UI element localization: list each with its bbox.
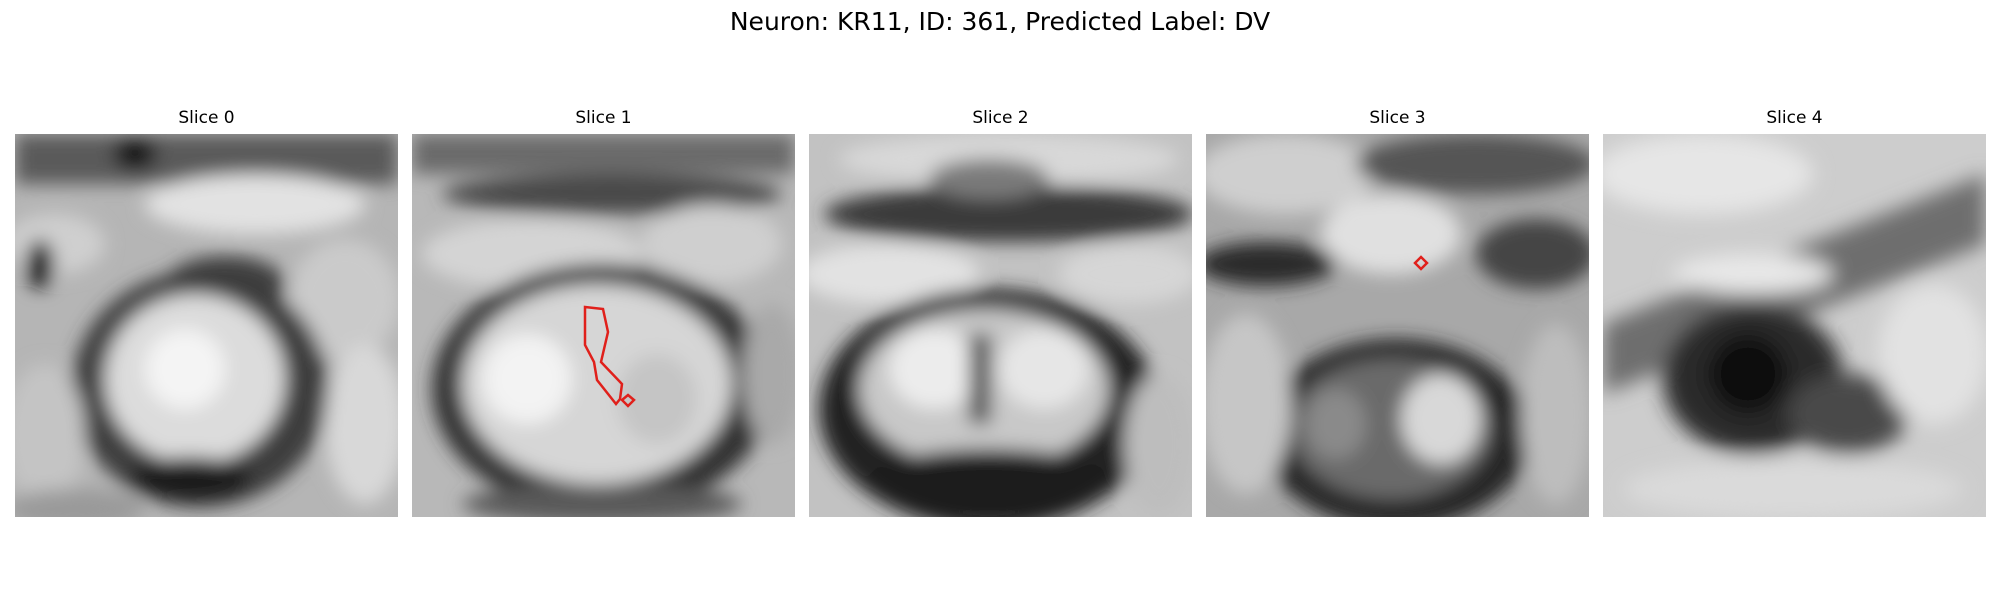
slice-0-panel: Slice 0 [15,108,398,519]
slice-3-marker [1413,255,1429,271]
slice-0-image [15,134,398,517]
slice-3-title: Slice 3 [1369,108,1426,128]
slice-2-panel: Slice 2 [809,108,1192,519]
slice-2-title: Slice 2 [972,108,1029,128]
figure-title: Neuron: KR11, ID: 361, Predicted Label: … [729,7,1271,36]
slice-2-image [809,134,1192,517]
slice-4-panel: Slice 4 [1603,108,1986,519]
slice-1-title: Slice 1 [575,108,632,128]
slice-3-panel: Slice 3 [1206,108,1589,519]
slice-3-image [1206,134,1589,517]
slice-4-title: Slice 4 [1766,108,1823,128]
slice-0-title: Slice 0 [178,108,235,128]
slice-1-panel: Slice 1 [412,108,795,519]
slice-1-marker [620,393,636,408]
slice-1-contour [583,305,624,407]
slice-1-image [412,134,795,517]
slice-4-image [1603,134,1986,517]
